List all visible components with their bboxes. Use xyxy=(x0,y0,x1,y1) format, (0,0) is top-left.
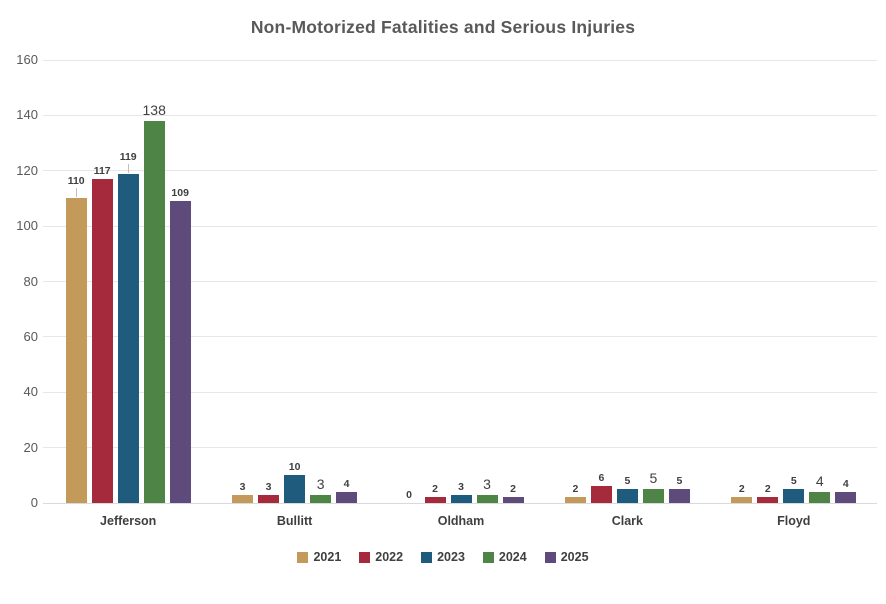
legend-label: 2021 xyxy=(313,550,342,564)
legend-swatch-icon xyxy=(482,551,494,563)
bar-value-label: 5 xyxy=(624,475,631,488)
bar-clark-2025 xyxy=(668,489,690,503)
y-tick-label: 0 xyxy=(30,495,38,510)
x-axis-line xyxy=(43,502,877,504)
label-leader-line xyxy=(128,163,130,173)
bar-clark-2022 xyxy=(590,486,612,503)
bar-value-label: 138 xyxy=(142,101,166,118)
bar-value-label: 4 xyxy=(343,477,350,490)
legend-item-2025: 2025 xyxy=(544,550,589,564)
legend-item-2021: 2021 xyxy=(297,550,341,564)
bar-oldham-2025 xyxy=(502,497,524,503)
y-tick-label: 140 xyxy=(16,107,38,123)
bar-value-label: 110 xyxy=(67,175,85,188)
bar-value-label: 2 xyxy=(764,483,771,496)
bar-value-label: 4 xyxy=(842,477,849,490)
bar-bullitt-2023 xyxy=(284,475,306,503)
bar-bullitt-2021 xyxy=(232,494,254,503)
x-axis-label-bullitt: Bullitt xyxy=(276,514,313,528)
bar-value-label: 2 xyxy=(432,483,438,496)
bar-bullitt-2022 xyxy=(258,494,280,503)
bar-clark-2023 xyxy=(616,489,638,503)
y-tick-label: 100 xyxy=(16,218,38,234)
bar-bullitt-2024 xyxy=(310,494,332,503)
bar-jefferson-2023 xyxy=(117,173,139,503)
bar-value-label: 2 xyxy=(572,483,579,496)
bar-value-label: 109 xyxy=(171,187,189,200)
bar-floyd-2021 xyxy=(731,497,753,503)
bar-value-label: 3 xyxy=(239,480,246,493)
bar-floyd-2022 xyxy=(757,497,779,503)
bar-value-label: 119 xyxy=(119,150,137,163)
bar-value-label: 5 xyxy=(676,475,683,488)
y-tick-label: 80 xyxy=(23,273,38,289)
legend-item-2022: 2022 xyxy=(359,550,403,564)
gridline xyxy=(43,114,877,116)
x-axis-label-clark: Clark xyxy=(611,514,644,528)
bar-floyd-2025 xyxy=(835,491,857,503)
bar-value-label: 5 xyxy=(790,475,797,488)
bar-floyd-2023 xyxy=(783,489,805,503)
bar-jefferson-2022 xyxy=(91,179,113,503)
bar-jefferson-2024 xyxy=(143,120,165,503)
legend-item-2024: 2024 xyxy=(482,550,527,564)
bar-value-label: 3 xyxy=(316,475,325,492)
bar-bullitt-2025 xyxy=(336,491,358,503)
bar-value-label: 3 xyxy=(265,480,272,493)
chart-title: Non-Motorized Fatalities and Serious Inj… xyxy=(250,17,636,37)
bar-clark-2024 xyxy=(642,489,664,503)
y-tick-label: 40 xyxy=(23,384,38,400)
bar-oldham-2024 xyxy=(476,494,498,503)
bar-value-label: 5 xyxy=(649,470,658,487)
gridline xyxy=(43,391,877,393)
gridline xyxy=(43,447,877,449)
y-tick-label: 20 xyxy=(23,439,38,455)
legend-label: 2022 xyxy=(375,550,404,564)
bar-value-label: 6 xyxy=(598,472,605,485)
y-tick-label: 160 xyxy=(16,52,38,67)
y-tick-label: 120 xyxy=(16,162,38,178)
legend-swatch-icon xyxy=(359,551,371,563)
bar-value-label: 3 xyxy=(458,480,464,493)
bar-floyd-2024 xyxy=(809,491,831,503)
bar-value-label: 117 xyxy=(93,165,111,178)
legend-item-2023: 2023 xyxy=(421,550,465,564)
x-axis-label-floyd: Floyd xyxy=(777,514,811,528)
bar-value-label: 2 xyxy=(510,483,516,496)
y-tick-label: 60 xyxy=(23,328,38,344)
bar-oldham-2022 xyxy=(424,497,446,503)
bar-value-label: 4 xyxy=(815,472,824,489)
legend-label: 2025 xyxy=(560,550,589,564)
legend-swatch-icon xyxy=(297,551,309,563)
legend-label: 2023 xyxy=(437,550,465,564)
legend-label: 2024 xyxy=(498,550,527,564)
bar-oldham-2023 xyxy=(450,494,472,503)
bar-clark-2021 xyxy=(564,497,586,503)
bar-value-label: 2 xyxy=(738,483,745,496)
x-axis-label-oldham: Oldham xyxy=(437,514,485,528)
gridline xyxy=(43,59,877,61)
bar-value-label: 10 xyxy=(288,461,301,474)
legend: 2021 2022 2023 2024 2025 xyxy=(0,550,886,564)
bar-jefferson-2021 xyxy=(65,198,87,503)
bar-value-label: 3 xyxy=(483,475,491,492)
gridline xyxy=(43,336,877,338)
bar-jefferson-2025 xyxy=(169,201,191,503)
bar-value-label: 0 xyxy=(406,489,412,501)
legend-swatch-icon xyxy=(421,551,433,563)
label-leader-line xyxy=(76,188,78,198)
legend-swatch-icon xyxy=(544,551,556,563)
gridline xyxy=(43,281,877,282)
x-axis-label-jefferson: Jefferson xyxy=(100,514,157,528)
gridline xyxy=(43,225,877,227)
gridline xyxy=(43,170,877,172)
